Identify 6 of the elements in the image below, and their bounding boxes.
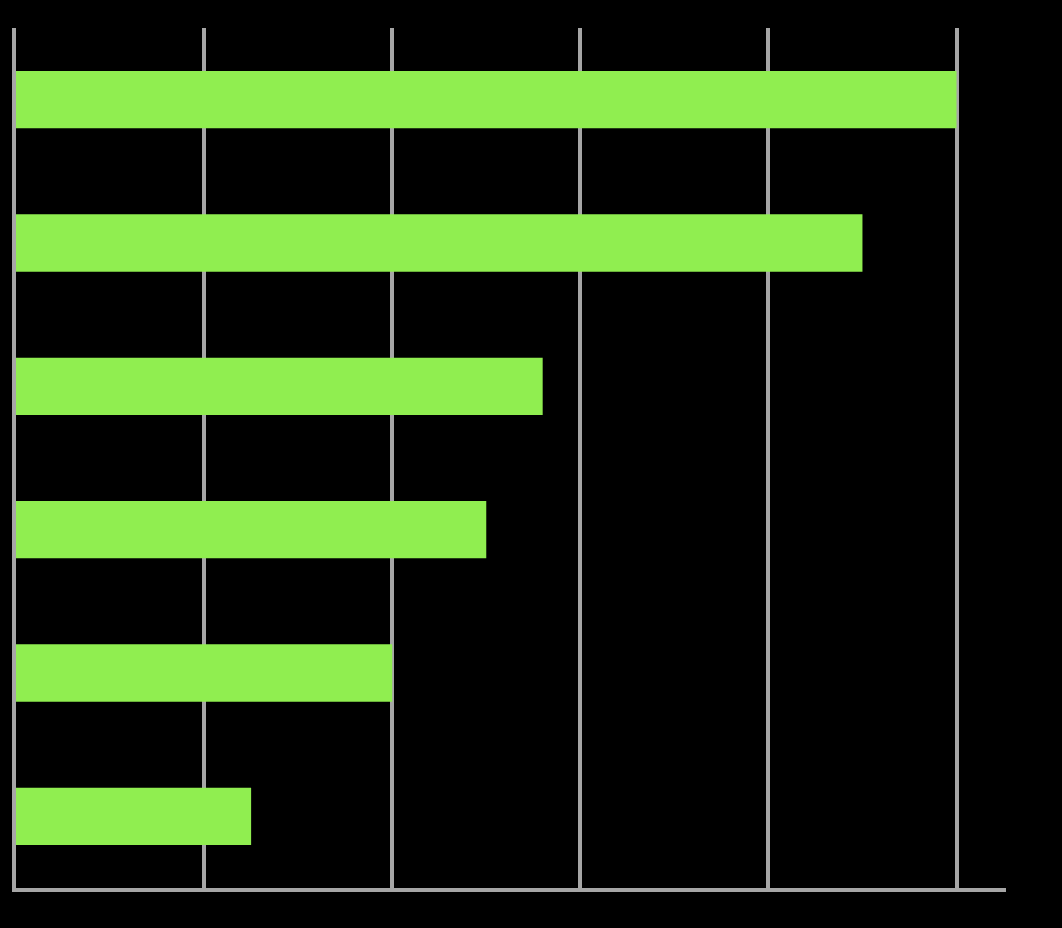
bar bbox=[16, 501, 487, 559]
bar bbox=[16, 214, 863, 272]
bar bbox=[16, 644, 393, 702]
bar bbox=[16, 71, 957, 129]
bar bbox=[16, 357, 543, 415]
bar bbox=[16, 787, 252, 845]
